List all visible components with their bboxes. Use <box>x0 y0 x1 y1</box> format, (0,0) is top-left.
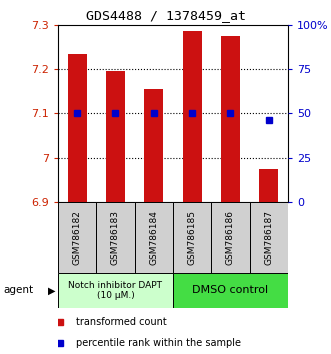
Bar <box>211 202 250 273</box>
Text: percentile rank within the sample: percentile rank within the sample <box>76 338 241 348</box>
Bar <box>182 32 202 202</box>
Bar <box>58 273 173 308</box>
Bar <box>135 202 173 273</box>
Bar <box>68 53 87 202</box>
Bar <box>144 89 164 202</box>
Bar <box>173 273 288 308</box>
Bar <box>173 202 211 273</box>
Bar <box>221 36 240 202</box>
Text: GSM786186: GSM786186 <box>226 210 235 265</box>
Bar <box>106 71 125 202</box>
Text: GSM786183: GSM786183 <box>111 210 120 265</box>
Text: ▶: ▶ <box>48 285 56 295</box>
Bar <box>58 202 96 273</box>
Text: GSM786182: GSM786182 <box>72 210 82 265</box>
Text: GDS4488 / 1378459_at: GDS4488 / 1378459_at <box>85 9 246 22</box>
Bar <box>250 202 288 273</box>
Text: transformed count: transformed count <box>76 318 167 327</box>
Text: GSM786184: GSM786184 <box>149 210 158 265</box>
Text: Notch inhibitor DAPT
(10 μM.): Notch inhibitor DAPT (10 μM.) <box>69 281 163 300</box>
Text: GSM786185: GSM786185 <box>188 210 197 265</box>
Bar <box>259 169 278 202</box>
Text: agent: agent <box>3 285 33 295</box>
Bar <box>96 202 135 273</box>
Text: GSM786187: GSM786187 <box>264 210 273 265</box>
Text: DMSO control: DMSO control <box>192 285 268 295</box>
